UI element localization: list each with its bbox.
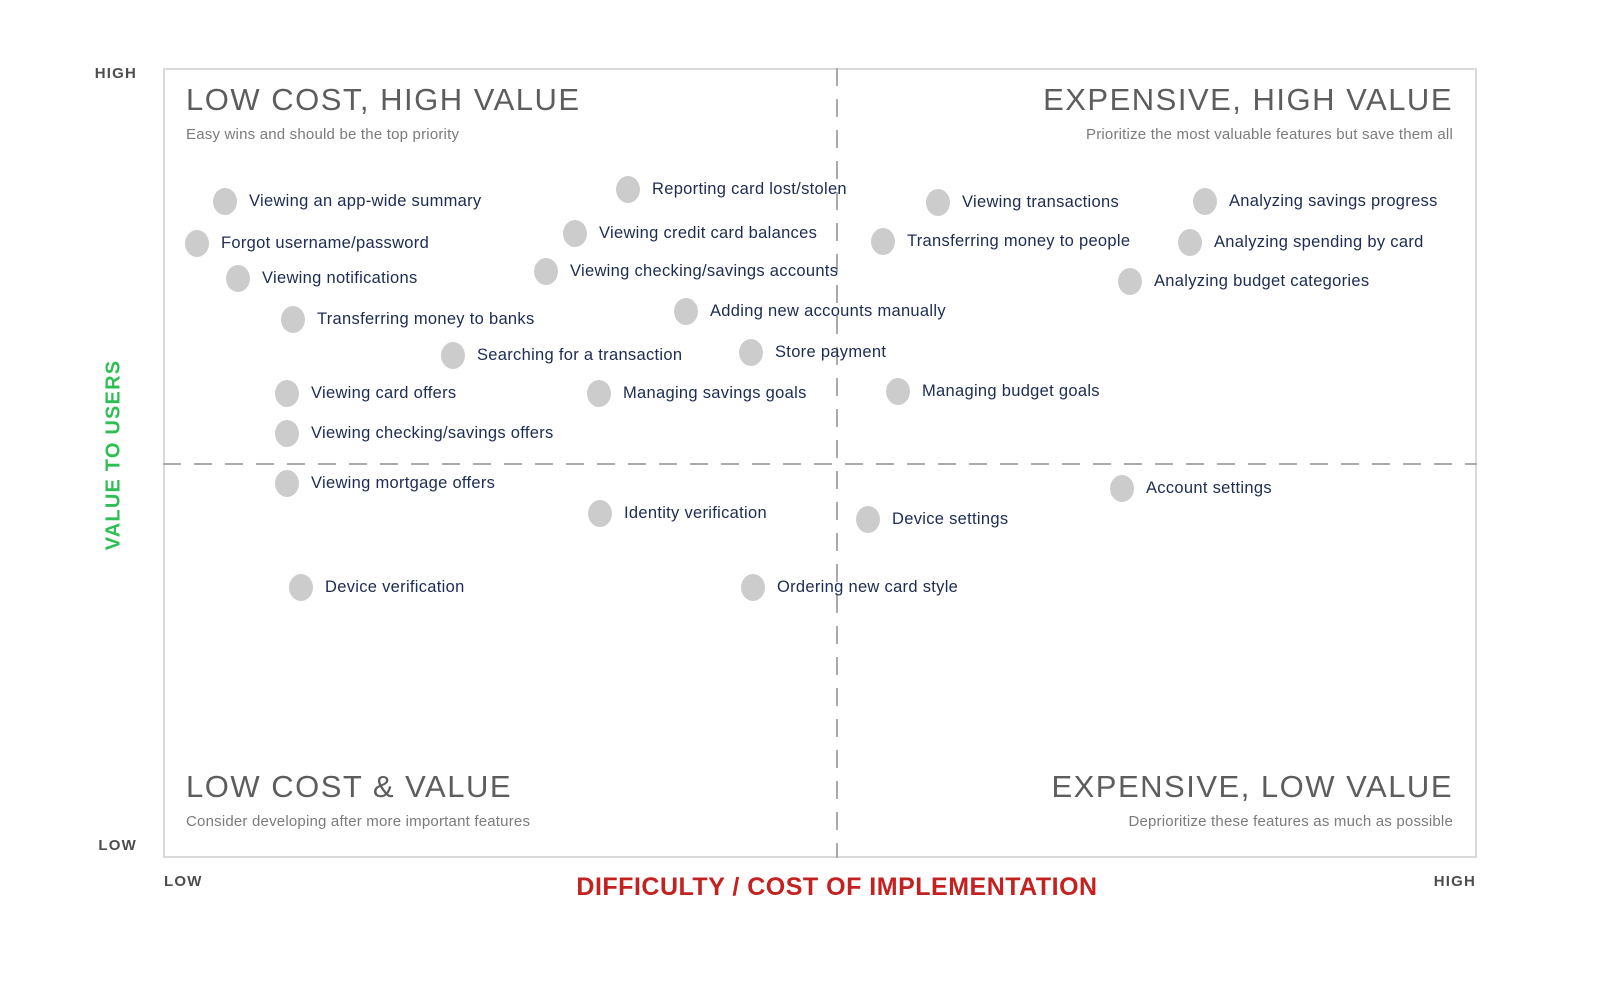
horizontal-divider-dashed-line — [163, 463, 1477, 465]
feature-point: Managing budget goals — [886, 378, 1100, 405]
quadrant-header-low-cost-and-value: LOW COST & VALUE Consider developing aft… — [186, 769, 530, 830]
feature-dot — [886, 378, 910, 405]
feature-point: Viewing notifications — [226, 265, 418, 292]
feature-dot — [926, 189, 950, 216]
quadrant-title: LOW COST & VALUE — [186, 769, 513, 804]
feature-point: Store payment — [739, 339, 886, 366]
quadrant-subtitle: Prioritize the most valuable features bu… — [1085, 125, 1453, 143]
feature-label: Viewing checking/savings accounts — [570, 262, 839, 280]
feature-dot — [275, 380, 299, 407]
feature-dot — [1178, 229, 1202, 256]
feature-point: Device settings — [856, 506, 1008, 533]
quadrant-header-low-cost-high-value: LOW COST, HIGH VALUE Easy wins and shoul… — [186, 82, 581, 143]
feature-point: Reporting card lost/stolen — [616, 176, 847, 203]
feature-point: Analyzing savings progress — [1193, 188, 1438, 215]
feature-dot — [1110, 475, 1134, 502]
feature-dot — [871, 228, 895, 255]
feature-label: Account settings — [1146, 479, 1272, 497]
feature-point: Adding new accounts manually — [674, 298, 946, 325]
feature-label: Device verification — [325, 578, 465, 596]
feature-dot — [739, 339, 763, 366]
feature-label: Viewing mortgage offers — [311, 474, 496, 492]
feature-point: Viewing mortgage offers — [275, 470, 495, 497]
quadrant-subtitle: Easy wins and should be the top priority — [186, 125, 460, 143]
feature-point: Viewing card offers — [275, 380, 456, 407]
x-axis-low-tick: LOW — [164, 873, 203, 890]
feature-point: Viewing checking/savings accounts — [534, 258, 838, 285]
feature-dot — [185, 230, 209, 257]
feature-label: Viewing transactions — [962, 193, 1120, 211]
feature-label: Viewing card offers — [311, 384, 457, 402]
feature-point: Account settings — [1110, 475, 1272, 502]
feature-label: Viewing an app-wide summary — [249, 192, 482, 210]
feature-point: Managing savings goals — [587, 380, 807, 407]
quadrant-title: EXPENSIVE, HIGH VALUE — [1043, 82, 1453, 117]
feature-label: Viewing credit card balances — [599, 224, 818, 242]
feature-point: Searching for a transaction — [441, 342, 682, 369]
feature-label: Transferring money to banks — [317, 310, 535, 328]
feature-dot — [741, 574, 765, 601]
feature-dot — [275, 470, 299, 497]
feature-dot — [563, 220, 587, 247]
feature-point: Analyzing budget categories — [1118, 268, 1369, 295]
quadrant-header-expensive-high-value: EXPENSIVE, HIGH VALUE Prioritize the mos… — [1043, 82, 1453, 143]
feature-label: Analyzing budget categories — [1154, 272, 1370, 290]
feature-point: Transferring money to people — [871, 228, 1130, 255]
feature-dot — [226, 265, 250, 292]
x-axis-high-tick: HIGH — [1433, 873, 1476, 890]
feature-point: Viewing checking/savings offers — [275, 420, 554, 447]
feature-label: Ordering new card style — [777, 578, 959, 596]
feature-label: Reporting card lost/stolen — [652, 180, 847, 198]
feature-label: Analyzing savings progress — [1229, 192, 1438, 210]
feature-point: Transferring money to banks — [281, 306, 535, 333]
feature-dot — [587, 380, 611, 407]
feature-label: Transferring money to people — [907, 232, 1131, 250]
quadrant-subtitle: Consider developing after more important… — [186, 812, 531, 830]
feature-point: Viewing an app-wide summary — [213, 188, 482, 215]
feature-dot — [441, 342, 465, 369]
feature-label: Analyzing spending by card — [1214, 233, 1424, 251]
feature-dot — [289, 574, 313, 601]
feature-label: Adding new accounts manually — [710, 302, 946, 320]
quadrant-subtitle: Deprioritize these features as much as p… — [1128, 812, 1453, 830]
feature-dot — [616, 176, 640, 203]
feature-label: Forgot username/password — [221, 234, 430, 252]
feature-label: Managing savings goals — [623, 384, 807, 402]
feature-label: Managing budget goals — [922, 382, 1100, 400]
quadrant-title: EXPENSIVE, LOW VALUE — [1051, 769, 1453, 804]
feature-point: Ordering new card style — [741, 574, 958, 601]
quadrant-header-expensive-low-value: EXPENSIVE, LOW VALUE Deprioritize these … — [1051, 769, 1453, 830]
feature-label: Identity verification — [624, 504, 767, 522]
quadrant-title: LOW COST, HIGH VALUE — [186, 82, 581, 117]
feature-label: Searching for a transaction — [477, 346, 683, 364]
feature-point: Analyzing spending by card — [1178, 229, 1424, 256]
feature-point: Device verification — [289, 574, 465, 601]
feature-dot — [275, 420, 299, 447]
y-axis-high-tick: HIGH — [94, 65, 137, 82]
feature-point: Forgot username/password — [185, 230, 429, 257]
feature-dot — [281, 306, 305, 333]
feature-point: Viewing credit card balances — [563, 220, 817, 247]
feature-dot — [1118, 268, 1142, 295]
feature-point: Viewing transactions — [926, 189, 1119, 216]
feature-dot — [1193, 188, 1217, 215]
feature-point: Identity verification — [588, 500, 767, 527]
feature-label: Device settings — [892, 510, 1009, 528]
feature-label: Viewing checking/savings offers — [311, 424, 554, 442]
feature-dot — [674, 298, 698, 325]
feature-dot — [588, 500, 612, 527]
y-axis-low-tick: LOW — [98, 837, 137, 854]
feature-label: Store payment — [775, 343, 887, 361]
x-axis-title: DIFFICULTY / COST OF IMPLEMENTATION — [576, 873, 1098, 901]
feature-dot — [856, 506, 880, 533]
feature-label: Viewing notifications — [262, 269, 418, 287]
feature-dot — [213, 188, 237, 215]
feature-dot — [534, 258, 558, 285]
